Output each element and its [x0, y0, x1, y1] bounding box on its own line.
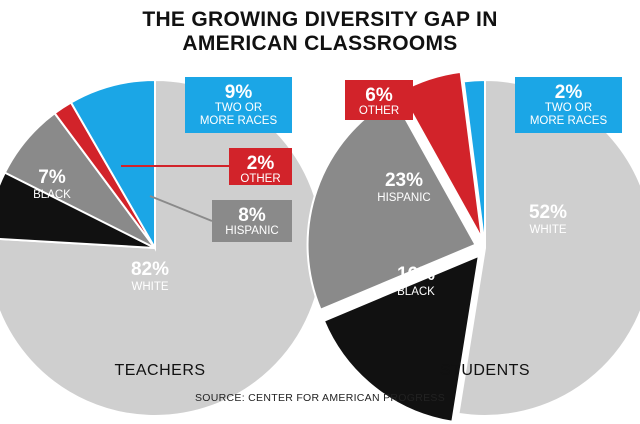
category-label-black: BLACK: [33, 189, 71, 201]
category-label-other: OTHER: [359, 105, 399, 117]
chart-title-line-1: THE GROWING DIVERSITY GAP IN: [142, 8, 498, 31]
leader-line-hispanic: [149, 195, 213, 222]
pie-title-students: STUDENTS: [440, 362, 530, 379]
pie-students: 52%WHITE 16%BLACK 23%HISPANIC 6%OTHER 2%TWO …: [306, 70, 640, 423]
category-label-hispanic: HISPANIC: [225, 225, 278, 237]
category-label-two_or_more: TWO OR MORE RACES: [530, 102, 608, 127]
pct-label-white: 82%: [131, 259, 169, 280]
slice-teachers-two_or_more: [69, 78, 156, 252]
callout-box-hispanic: [212, 200, 292, 242]
pct-label-black: 16%: [397, 264, 435, 285]
pct-label-two_or_more: 2%: [555, 82, 583, 103]
callout-box-other: [345, 80, 413, 120]
pie-teachers: 82%WHITE 7%BLACK 9%TWO OR MORE RACES 2%OTHER…: [0, 77, 324, 417]
pct-label-hispanic: 8%: [238, 205, 266, 226]
pct-label-black: 7%: [38, 167, 66, 188]
callout-box-other: [229, 148, 292, 185]
pct-label-white: 52%: [529, 202, 567, 223]
category-label-white: WHITE: [529, 224, 566, 236]
pct-label-other: 6%: [365, 85, 393, 106]
chart-title: THE GROWING DIVERSITY GAP IN AMERICAN CL…: [0, 8, 640, 56]
category-label-white: WHITE: [131, 281, 168, 293]
category-label-two_or_more: TWO OR MORE RACES: [200, 102, 278, 127]
pct-label-two_or_more: 9%: [225, 82, 253, 103]
category-label-hispanic: HISPANIC: [377, 192, 430, 204]
chart-title-line-2: AMERICAN CLASSROOMS: [182, 32, 458, 55]
slice-students-two_or_more: [462, 78, 486, 249]
pie-title-teachers: TEACHERS: [114, 362, 205, 379]
slice-students-black: [322, 254, 481, 423]
pct-label-hispanic: 23%: [385, 170, 423, 191]
pct-label-other: 2%: [247, 153, 275, 174]
callout-box-two_or_more: [185, 77, 292, 133]
source-note: SOURCE: CENTER FOR AMERICAN PROGRESS: [195, 392, 445, 404]
category-label-other: OTHER: [240, 173, 280, 185]
category-label-black: BLACK: [397, 286, 435, 298]
callout-box-two_or_more: [515, 77, 622, 133]
